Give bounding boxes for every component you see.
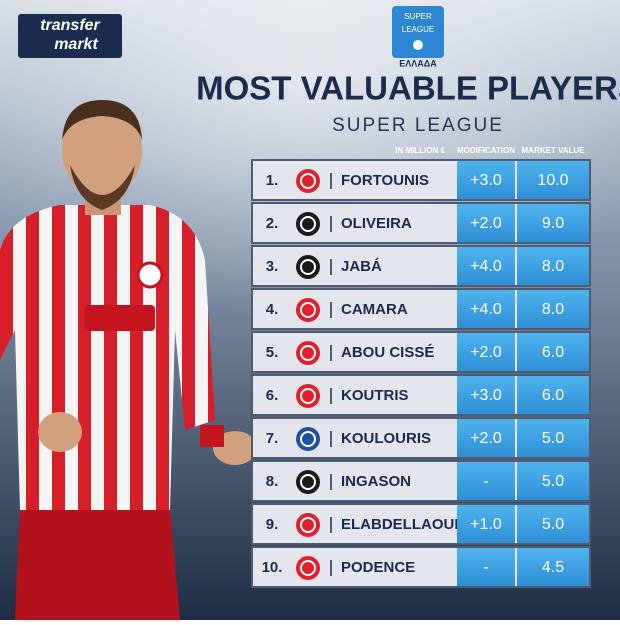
club-badge-inner — [300, 302, 316, 318]
rank: 4. — [266, 301, 279, 318]
value-cell — [517, 247, 589, 285]
modification-cell — [457, 290, 515, 328]
rank: 8. — [266, 473, 279, 490]
club-badge — [296, 427, 320, 451]
value-cell — [517, 204, 589, 242]
player-name: KOULOURIS — [341, 430, 431, 447]
rank: 2. — [266, 215, 279, 232]
club-badge — [296, 513, 320, 537]
modification-cell — [457, 204, 515, 242]
player-name: JABÁ — [341, 258, 382, 275]
brand-bottom: markt — [54, 36, 98, 53]
column-header: MODIFICATION — [457, 146, 515, 155]
table: IN MILLION € MODIFICATION MARKET VALUE 1. FO… — [251, 146, 591, 588]
modification: +2.0 — [470, 215, 502, 232]
market-value: 8.0 — [542, 301, 564, 318]
club-badge — [296, 298, 320, 322]
rank: 5. — [266, 344, 279, 361]
value-cell — [517, 161, 589, 199]
value-cell — [517, 505, 589, 543]
column-header: MARKET VALUE — [522, 146, 586, 155]
value-cell — [517, 462, 589, 500]
club-badge — [296, 169, 320, 193]
modification: +2.0 — [470, 344, 502, 361]
player-name: FORTOUNIS — [341, 172, 429, 189]
title: MOST VALUABLE PLAYERS — [196, 70, 620, 107]
club-badge-inner — [300, 517, 316, 533]
modification: +3.0 — [470, 172, 502, 189]
modification-cell — [457, 333, 515, 371]
club-badge — [296, 470, 320, 494]
player-name: PODENCE — [341, 559, 415, 576]
market-value: 6.0 — [542, 344, 564, 361]
modification-cell — [457, 419, 515, 457]
league-logo-bottom: ΕΛΛΑΔΑ — [399, 58, 437, 68]
modification: +2.0 — [470, 430, 502, 447]
club-badge — [296, 341, 320, 365]
value-cell — [517, 419, 589, 457]
player-name: OLIVEIRA — [341, 215, 412, 232]
market-value: 8.0 — [542, 258, 564, 275]
modification: +1.0 — [470, 516, 502, 533]
modification-cell — [457, 161, 515, 199]
market-value: 9.0 — [542, 215, 564, 232]
value-cell — [517, 376, 589, 414]
market-value: 5.0 — [542, 516, 564, 533]
club-badge-inner — [300, 259, 316, 275]
modification-cell — [457, 505, 515, 543]
modification: - — [483, 559, 488, 576]
market-value: 5.0 — [542, 473, 564, 490]
rank: 6. — [266, 387, 279, 404]
club-badge-inner — [300, 474, 316, 490]
subtitle: SUPER LEAGUE — [332, 115, 504, 136]
rank: 9. — [266, 516, 279, 533]
player-name: KOUTRIS — [341, 387, 409, 404]
modification-cell — [457, 376, 515, 414]
rank: 3. — [266, 258, 279, 275]
rank: 7. — [266, 430, 279, 447]
league-logo-top: SUPER — [404, 12, 432, 21]
club-badge — [296, 384, 320, 408]
club-badge-inner — [300, 216, 316, 232]
player-name: ABOU CISSÉ — [341, 344, 434, 361]
market-value: 6.0 — [542, 387, 564, 404]
modification-cell — [457, 548, 515, 586]
market-value: 10.0 — [537, 172, 568, 189]
market-value: 5.0 — [542, 430, 564, 447]
club-badge-inner — [300, 431, 316, 447]
club-badge — [296, 255, 320, 279]
modification: - — [483, 473, 488, 490]
player-name: ELABDELLAOUI — [341, 516, 459, 533]
brand-top: transfer — [40, 17, 100, 34]
column-header: IN MILLION € — [395, 146, 445, 155]
club-badge-inner — [300, 173, 316, 189]
league-logo: SUPER LEAGUE ΕΛΛΑΔΑ — [392, 6, 444, 68]
brand-logo: transfer markt — [18, 14, 122, 58]
value-cell — [517, 333, 589, 371]
league-logo-mid: LEAGUE — [402, 25, 434, 34]
club-badge-inner — [300, 345, 316, 361]
club-badge-inner — [300, 560, 316, 576]
player-figure — [0, 100, 257, 620]
club-badge — [296, 556, 320, 580]
market-value: 4.5 — [542, 559, 564, 576]
rank: 10. — [262, 559, 283, 576]
modification: +4.0 — [470, 258, 502, 275]
modification: +3.0 — [470, 387, 502, 404]
club-badge — [296, 212, 320, 236]
value-cell — [517, 548, 589, 586]
player-name: CAMARA — [341, 301, 408, 318]
club-badge-inner — [300, 388, 316, 404]
modification: +4.0 — [470, 301, 502, 318]
rank: 1. — [266, 172, 279, 189]
player-name: INGASON — [341, 473, 411, 490]
modification-cell — [457, 462, 515, 500]
value-cell — [517, 290, 589, 328]
modification-cell — [457, 247, 515, 285]
